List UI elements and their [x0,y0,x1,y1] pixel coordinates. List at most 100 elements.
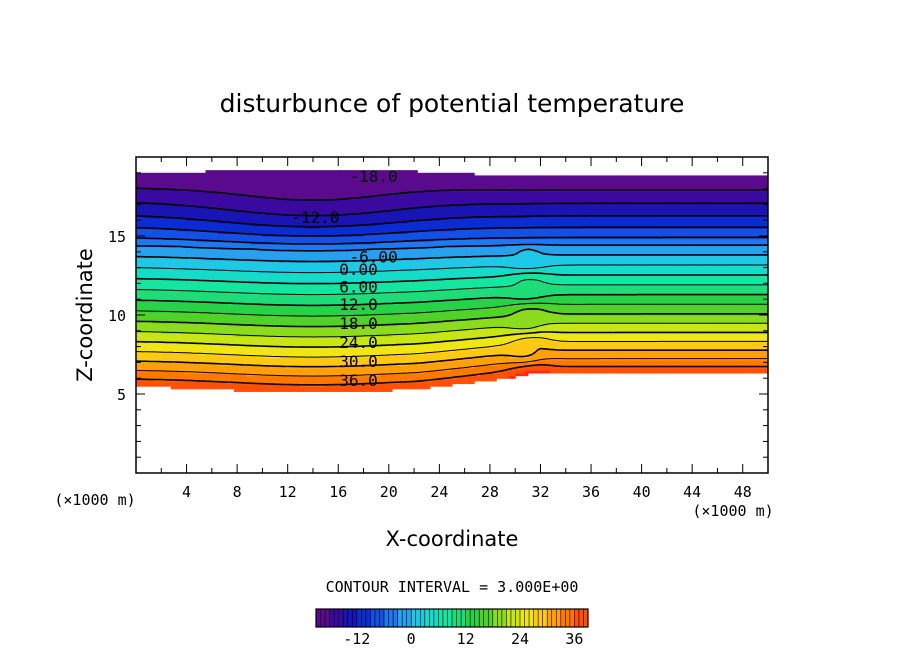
contour-cell [167,178,172,182]
contour-cell [240,178,245,182]
contour-cell [230,315,235,319]
contour-cell [136,209,140,213]
contour-cell [208,299,213,303]
contour-cell [170,328,175,332]
contour-cell [211,270,216,274]
contour-cell [199,275,203,279]
contour-cell [237,317,241,321]
contour-cell [262,349,267,353]
contour-cell [221,280,226,284]
contour-cell [142,175,147,179]
contour-cell [262,317,267,321]
contour-cell [142,180,147,184]
contour-cell [325,349,330,353]
contour-cell [142,185,147,190]
contour-cell [290,370,295,374]
contour-cell [151,383,156,387]
contour-cell [275,299,279,303]
contour-cell [303,201,308,205]
contour-cell [246,288,251,292]
contour-cell [215,228,219,232]
contour-cell [183,178,188,182]
contour-cell [142,296,147,300]
contour-cell [265,307,270,311]
contour-cell [309,241,314,245]
contour-cell [256,199,260,203]
contour-cell [189,296,194,300]
contour-cell [154,259,159,263]
contour-cell [256,204,260,208]
contour-cell [268,170,273,174]
contour-cell [227,359,232,363]
contour-cell [237,386,241,390]
contour-cell [170,243,175,248]
contour-cell [309,320,314,324]
contour-cell [243,249,248,253]
contour-cell [186,317,191,321]
contour-cell [177,365,181,369]
contour-cell [158,333,162,337]
contour-cell [186,301,191,306]
contour-cell [297,180,301,184]
contour-cell [256,193,260,198]
contour-cell [316,299,320,303]
contour-cell [309,246,314,250]
contour-cell [196,220,200,224]
contour-cell [281,272,286,277]
contour-cell [154,317,159,321]
contour-cell [290,233,295,237]
contour-cell [319,291,324,295]
contour-cell [218,378,222,382]
contour-cell [246,367,251,371]
contour-cell [294,380,298,385]
contour-cell [196,201,200,205]
contour-cell [246,230,251,234]
contour-cell [211,301,216,306]
contour-cell [170,209,175,213]
contour-cell [268,188,273,192]
contour-cell [319,336,324,340]
contour-cell [221,238,226,242]
contour-cell [309,322,314,327]
contour-cell [145,283,150,287]
contour-cell [139,304,143,308]
contour-cell [161,196,166,200]
contour-cell [221,325,226,329]
contour-cell [158,280,162,284]
contour-cell [249,225,254,229]
contour-cell [306,291,311,295]
contour-cell [319,320,324,324]
contour-cell [183,270,188,274]
contour-cell [306,178,311,182]
contour-cell [139,270,143,274]
contour-cell [227,383,232,387]
contour-cell [297,278,301,282]
contour-cell [208,354,213,358]
contour-cell [183,259,188,263]
contour-cell [192,325,197,329]
contour-cell [268,386,273,390]
contour-cell [158,291,162,295]
contour-cell [265,243,270,248]
contour-cell [284,222,289,227]
contour-cell [205,193,210,198]
contour-cell [256,386,260,390]
contour-cell [145,383,150,387]
contour-cell [145,341,150,345]
contour-cell [180,351,184,356]
contour-cell [275,317,279,321]
contour-cell [312,338,317,342]
contour-cell [186,312,191,316]
contour-cell [240,388,245,392]
contour-cell [145,204,150,208]
contour-cell [177,386,181,390]
contour-cell [161,380,166,385]
contour-cell [227,354,232,358]
contour-cell [316,201,320,205]
contour-cell [199,299,203,303]
contour-cell [256,191,260,195]
contour-cell [186,365,191,369]
contour-cell [256,359,260,363]
contour-cell [202,380,207,385]
contour-cell [262,201,267,205]
